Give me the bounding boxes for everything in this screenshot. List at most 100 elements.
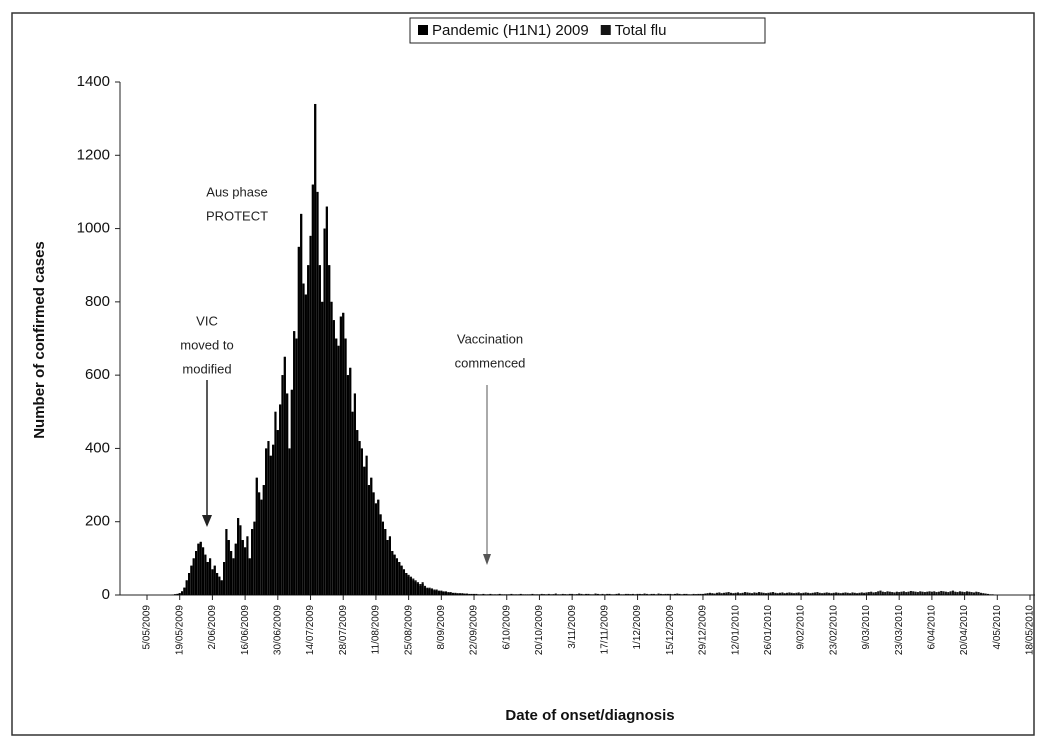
- bar: [225, 529, 228, 595]
- bar: [227, 540, 230, 595]
- bar: [330, 301, 333, 595]
- bar: [991, 594, 994, 595]
- bar: [244, 547, 247, 595]
- bar: [711, 593, 714, 595]
- bar: [388, 536, 391, 595]
- legend-swatch: [600, 25, 611, 35]
- x-tick-label: 17/11/2009: [599, 605, 610, 655]
- bar: [830, 594, 833, 595]
- bar: [755, 592, 758, 595]
- bar: [909, 590, 912, 595]
- bar: [461, 593, 464, 595]
- bar: [442, 592, 445, 595]
- y-tick-label: 200: [85, 513, 110, 530]
- x-tick-label: 19/05/2009: [174, 605, 185, 655]
- bar: [954, 594, 957, 595]
- bar: [209, 558, 212, 595]
- bar: [356, 430, 359, 595]
- bar: [732, 594, 735, 595]
- x-tick-label: 18/05/2010: [1025, 605, 1036, 655]
- bar: [965, 594, 968, 595]
- x-tick-label: 20/10/2009: [534, 605, 545, 655]
- bar: [353, 393, 356, 595]
- bar: [706, 593, 709, 595]
- bar: [342, 312, 345, 595]
- bar: [262, 485, 265, 595]
- bar: [851, 592, 854, 595]
- bar: [458, 593, 462, 595]
- bar: [251, 529, 254, 595]
- bar: [428, 589, 431, 595]
- x-tick-label: 16/06/2009: [240, 605, 251, 655]
- bar: [919, 591, 922, 595]
- bar: [265, 448, 268, 595]
- bar: [370, 477, 373, 595]
- bar: [900, 594, 903, 595]
- bar: [638, 593, 641, 595]
- bar: [972, 592, 975, 595]
- bar: [718, 592, 721, 595]
- bar: [881, 594, 884, 595]
- bar: [837, 592, 840, 595]
- bar: [797, 594, 800, 595]
- bar: [409, 578, 413, 595]
- bar: [811, 592, 814, 595]
- bar: [743, 594, 747, 595]
- bar: [853, 592, 856, 595]
- bar: [928, 594, 931, 595]
- bar: [958, 591, 961, 595]
- bar: [456, 593, 459, 595]
- bar: [895, 594, 898, 595]
- bar: [669, 593, 672, 595]
- bar: [218, 576, 221, 595]
- bar: [318, 265, 321, 595]
- bar: [832, 592, 835, 595]
- bar: [828, 592, 831, 595]
- bar: [295, 338, 298, 595]
- bar: [930, 591, 933, 595]
- bar: [783, 593, 786, 595]
- bar: [519, 594, 522, 595]
- bar: [986, 593, 990, 595]
- bar: [697, 593, 700, 595]
- bar: [211, 569, 214, 595]
- bar: [255, 477, 258, 595]
- bar: [180, 591, 184, 595]
- bar: [367, 485, 370, 595]
- bar: [286, 393, 289, 595]
- bar: [267, 441, 270, 595]
- bar: [197, 543, 200, 595]
- bar: [365, 455, 368, 595]
- bar: [886, 591, 889, 595]
- bar: [750, 593, 754, 595]
- bar: [867, 594, 870, 595]
- bar: [414, 582, 417, 595]
- bar: [202, 547, 205, 595]
- bar: [395, 558, 399, 595]
- bar: [954, 591, 957, 595]
- y-tick-label: 1000: [77, 220, 110, 237]
- x-tick-label: 8/09/2009: [436, 605, 447, 650]
- bar: [774, 592, 777, 595]
- bar: [325, 206, 328, 596]
- bar: [543, 594, 546, 595]
- bar: [489, 594, 492, 595]
- bar: [349, 367, 352, 595]
- bar: [423, 587, 427, 595]
- bar: [914, 591, 917, 595]
- bar: [757, 594, 761, 595]
- bar: [407, 576, 410, 595]
- x-tick-label: 4/05/2010: [992, 605, 1003, 650]
- x-tick-label: 6/04/2010: [927, 605, 938, 650]
- bar: [965, 591, 968, 595]
- bar: [802, 594, 805, 595]
- legend-label: Pandemic (H1N1) 2009: [432, 22, 589, 39]
- bar: [657, 593, 660, 595]
- bar: [963, 592, 966, 595]
- bar: [237, 518, 240, 595]
- bar: [190, 565, 193, 595]
- bar: [746, 592, 749, 595]
- bar: [947, 594, 950, 595]
- bar: [842, 592, 845, 595]
- bar: [416, 584, 420, 595]
